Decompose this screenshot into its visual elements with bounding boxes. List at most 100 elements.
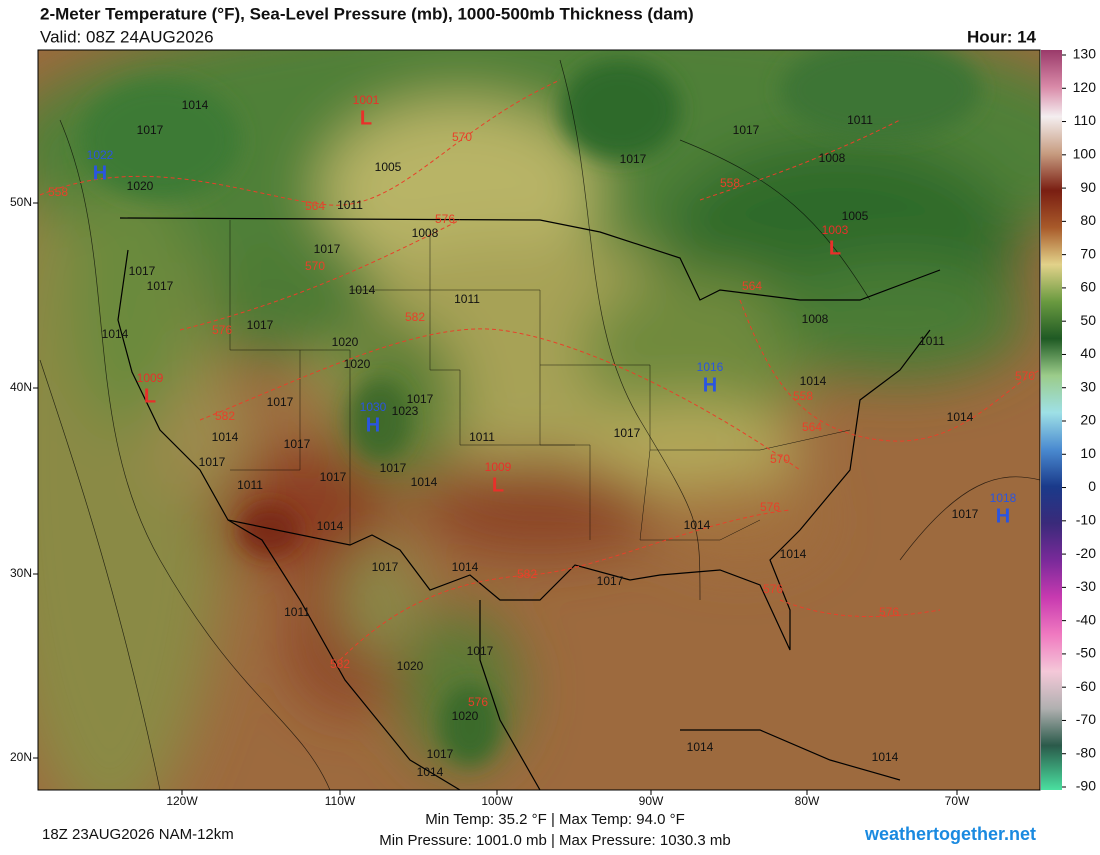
pressure-range: Min Pressure: 1001.0 mb | Max Pressure: … [379,832,731,849]
site-link: weathertogether.net [864,824,1036,844]
colorbar-tick-label: 40 [1080,345,1096,361]
thickness-label: 582 [517,567,537,581]
center-pressure: 1003 [822,223,849,237]
isobar-label: 1017 [467,644,494,658]
isobar-label: 1008 [819,151,846,165]
latitude-label: 30N [10,566,32,580]
isobar-label: 1017 [320,470,347,484]
thickness-label: 570 [770,452,790,466]
colorbar-tick-label: -50 [1076,645,1096,661]
colorbar-tick-label: 130 [1073,46,1097,62]
center-letter: H [703,374,717,396]
isobar-label: 1014 [317,519,344,533]
isobar-label: 1017 [614,426,641,440]
colorbar-tick-label: 120 [1073,79,1097,95]
thickness-label: 582 [405,310,425,324]
thickness-label: 576 [435,212,455,226]
isobar-label: 1017 [952,507,979,521]
isobar-label: 1017 [597,574,624,588]
temp-range: Min Temp: 35.2 °F | Max Temp: 94.0 °F [425,811,685,828]
thickness-label: 576 [763,582,783,596]
longitude-label: 80W [795,794,820,808]
center-letter: L [492,474,504,496]
thickness-label: 564 [802,420,822,434]
isobar-label: 1005 [842,209,869,223]
title: 2-Meter Temperature (°F), Sea-Level Pres… [40,4,694,23]
colorbar-tick-label: 10 [1080,445,1096,461]
center-pressure: 1009 [137,371,164,385]
center-letter: H [996,505,1010,527]
center-letter: L [144,385,156,407]
thickness-label: 582 [215,409,235,423]
thickness-label: 576 [879,605,899,619]
colorbar-tick-label: -90 [1076,778,1096,794]
center-pressure: 1009 [485,460,512,474]
center-pressure: 1030 [360,400,387,414]
isobar-label: 1020 [344,357,371,371]
isobar-label: 1020 [332,335,359,349]
isobar-label: 1017 [372,560,399,574]
isobar-label: 1017 [199,455,226,469]
isobar-label: 1017 [407,392,434,406]
isobar-label: 1014 [780,547,807,561]
isobar-label: 1023 [392,404,419,418]
colorbar-ticks: 1301201101009080706050403020100-10-20-30… [1062,46,1096,794]
center-letter: H [366,414,380,436]
colorbar-tick-label: 0 [1088,478,1096,494]
thickness-label: 570 [305,259,325,273]
thickness-label: 570 [452,130,472,144]
colorbar-tick-label: 50 [1080,312,1096,328]
isobar-label: 1011 [919,334,945,348]
thickness-label: 564 [305,199,325,213]
center-letter: H [93,162,107,184]
colorbar-tick-label: 70 [1080,245,1096,261]
thickness-label: 570 [1015,369,1035,383]
isobar-label: 1005 [375,160,402,174]
center-pressure: 1018 [990,491,1017,505]
colorbar-tick-label: 30 [1080,378,1096,394]
center-pressure: 1022 [87,148,114,162]
isobar-label: 1008 [802,312,829,326]
isobar-label: 1011 [337,198,363,212]
colorbar-tick-label: -60 [1076,678,1096,694]
isobar-label: 1014 [349,283,376,297]
isobar-label: 1014 [417,765,444,779]
forecast-hour: Hour: 14 [967,27,1037,46]
longitude-label: 70W [945,794,970,808]
isobar-label: 1014 [800,374,827,388]
latitude-label: 40N [10,380,32,394]
center-letter: L [829,237,841,259]
isobar-label: 1011 [237,478,263,492]
isobar-label: 1017 [284,437,311,451]
isobar-label: 1017 [380,461,407,475]
latitude-label: 50N [10,195,32,209]
latitude-label: 20N [10,750,32,764]
thickness-label: 576 [212,323,232,337]
center-pressure: 1016 [697,360,724,374]
colorbar-tick-label: 20 [1080,412,1096,428]
longitude-label: 120W [166,794,198,808]
thickness-label: 558 [720,176,740,190]
isobar-label: 1020 [397,659,424,673]
center-letter: L [360,107,372,129]
colorbar-tick-label: 100 [1073,146,1097,162]
colorbar-tick-label: -20 [1076,545,1096,561]
isobar-label: 1014 [182,98,209,112]
longitude-label: 110W [325,794,356,808]
isobar-label: 1017 [314,242,341,256]
isobar-label: 1017 [427,747,454,761]
isobar-label: 1011 [454,292,480,306]
longitude-label: 90W [639,794,664,808]
valid-time: Valid: 08Z 24AUG2026 [40,27,214,46]
isobar-label: 1017 [267,395,294,409]
colorbar-tick-label: -80 [1076,744,1096,760]
colorbar-tick-label: -30 [1076,578,1096,594]
thickness-label: 582 [330,657,350,671]
thickness-label: 576 [468,695,488,709]
center-pressure: 1001 [353,93,380,107]
map-field [38,50,1040,790]
colorbar-tick-label: 80 [1080,212,1096,228]
isobar-label: 1014 [687,740,714,754]
